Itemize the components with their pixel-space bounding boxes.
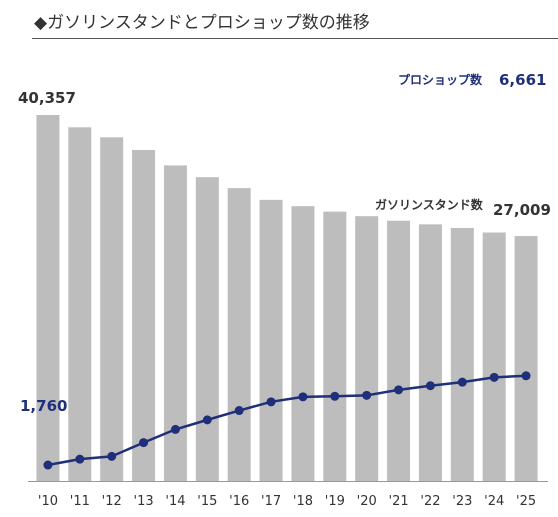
- title-underline: [32, 38, 558, 39]
- line-point-25: [521, 371, 531, 381]
- bar-10: [36, 115, 60, 481]
- x-tick-label: '14: [165, 494, 185, 509]
- line-series-label: プロショップ数: [398, 72, 483, 87]
- bar-19: [323, 211, 347, 481]
- x-tick-label: '22: [420, 494, 440, 509]
- bar-21: [387, 220, 411, 481]
- line-point-18: [298, 392, 308, 402]
- line-point-16: [234, 406, 244, 416]
- bar-15: [195, 177, 219, 482]
- line-point-24: [489, 372, 499, 382]
- bar-25: [514, 236, 538, 481]
- x-tick-label: '23: [452, 494, 472, 509]
- x-tick-label: '19: [325, 494, 345, 509]
- x-tick-label: '12: [102, 494, 122, 509]
- line-point-20: [362, 390, 372, 400]
- bar-12: [100, 137, 124, 481]
- x-tick-label: '13: [134, 494, 154, 509]
- bar-14: [163, 165, 187, 481]
- bar-22: [418, 224, 442, 481]
- line-series-proshop: [47, 374, 527, 467]
- line-point-11: [75, 454, 85, 464]
- x-tick-label: '18: [293, 494, 313, 509]
- line-point-13: [139, 438, 149, 448]
- line-first-value-label: 1,760: [20, 397, 67, 415]
- x-tick-label: '21: [389, 494, 409, 509]
- line-point-17: [266, 397, 276, 407]
- bar-series-label: ガソリンスタンド数: [375, 197, 484, 212]
- x-tick-label: '10: [38, 494, 58, 509]
- line-point-12: [107, 451, 117, 461]
- line-point-22: [425, 381, 435, 391]
- x-tick-label: '16: [229, 494, 249, 509]
- bar-last-value-label: 27,009: [493, 201, 551, 219]
- bar-18: [291, 206, 315, 481]
- line-point-19: [330, 391, 340, 401]
- x-tick-label: '25: [516, 494, 536, 509]
- bar-17: [259, 199, 283, 481]
- x-tick-label: '15: [197, 494, 217, 509]
- bar-13: [132, 149, 156, 481]
- bar-11: [68, 127, 92, 482]
- line-point-23: [457, 377, 467, 387]
- chart-title: ◆ガソリンスタンドとプロショップ数の推移: [34, 13, 370, 33]
- line-last-value-label: 6,661: [499, 71, 546, 89]
- bar-first-value-label: 40,357: [18, 89, 76, 107]
- line-point-21: [394, 385, 404, 395]
- line-point-14: [170, 424, 180, 434]
- x-tick-label: '17: [261, 494, 281, 509]
- line-point-15: [202, 415, 212, 425]
- line-point-10: [43, 460, 53, 470]
- bar-16: [227, 188, 251, 482]
- bar-24: [482, 232, 506, 481]
- x-tick-label: '24: [484, 494, 504, 509]
- x-tick-label: '11: [70, 494, 90, 509]
- x-tick-label: '20: [357, 494, 377, 509]
- bar-20: [355, 216, 379, 482]
- bar-23: [450, 227, 474, 481]
